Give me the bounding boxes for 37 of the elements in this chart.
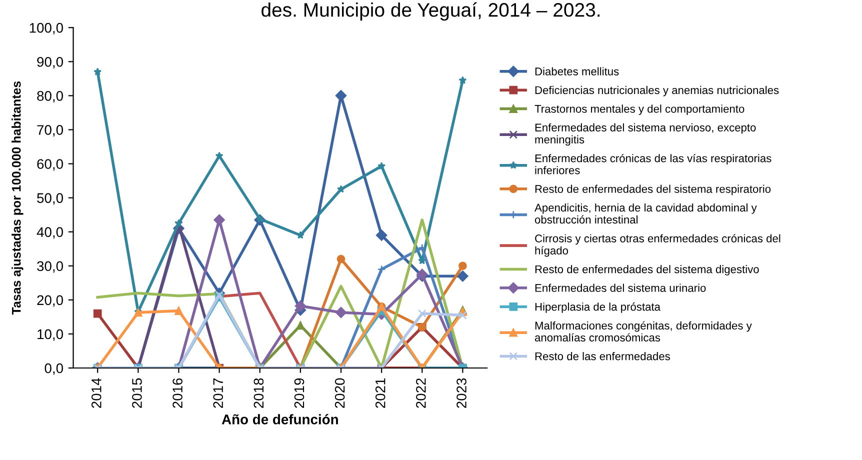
legend-label: Deficiencias nutricionales y anemias nutricionales xyxy=(535,86,779,96)
y-tick-label: 80,0 xyxy=(37,91,64,102)
y-tick-label: 20,0 xyxy=(37,295,64,307)
legend-label: Apendicitis, hernia de la cavidad abdominal y obstrucción intestinal xyxy=(534,203,757,224)
legend-label: Cirrosis y ciertas otras enfermedades crónicas del hígado xyxy=(535,234,780,257)
x-tick-label: 2014 xyxy=(92,378,102,408)
legend-label: Enfermedades del sistema nervioso, excepto meningitis xyxy=(535,123,756,146)
x-tick-label: 2016 xyxy=(172,378,182,408)
y-tick-label: 70,0 xyxy=(37,125,64,137)
legend-label: Enfermedades crónicas de las vías respiratorias inferiores xyxy=(535,154,772,174)
y-tick-label: 10,0 xyxy=(38,329,64,341)
legend-label: Resto de las enfermedades xyxy=(535,352,670,360)
legend-label: Resto de enfermedades del sistema respiratorio xyxy=(535,184,771,196)
x-tick-label: 2021 xyxy=(375,378,386,408)
legend-label: Malformaciones congénitas, deformidades y anomalías cromosómicas xyxy=(534,321,752,342)
y-tick-label: 100,0 xyxy=(30,22,64,34)
x-tick-label: 2015 xyxy=(132,378,142,408)
y-tick-label: 90,0 xyxy=(37,56,64,68)
legend-label: Diabetes mellitus xyxy=(535,67,619,76)
x-tick-label: 2022 xyxy=(416,378,426,408)
y-tick-label: 40,0 xyxy=(36,227,64,239)
legend-label: Resto de enfermedades del sistema digestivo xyxy=(535,265,759,276)
chart-title: des. Municipio de Yeguaí, 2014 – 2023. xyxy=(262,2,600,21)
y-tick-label: 60,0 xyxy=(37,159,64,171)
legend-label: Hiperplasia de la próstata xyxy=(535,302,660,313)
y-tick-label: 30,0 xyxy=(37,261,64,273)
x-tick-label: 2017 xyxy=(213,378,224,408)
y-axis-title: Tasas ajustadas por 100.000 habitantes xyxy=(12,81,24,315)
x-tick-label: 2018 xyxy=(254,378,264,408)
x-tick-label: 2019 xyxy=(294,378,304,408)
legend-label: Enfermedades del sistema urinario xyxy=(535,284,706,292)
x-axis-title: Año de defunción xyxy=(222,414,338,424)
y-tick-label: 0,0 xyxy=(44,363,64,375)
y-tick-label: 50,0 xyxy=(37,193,64,205)
legend-label: Trastornos mentales y del comportamiento xyxy=(534,104,744,115)
x-tick-label: 2020 xyxy=(334,378,345,408)
x-tick-label: 2023 xyxy=(456,378,466,408)
